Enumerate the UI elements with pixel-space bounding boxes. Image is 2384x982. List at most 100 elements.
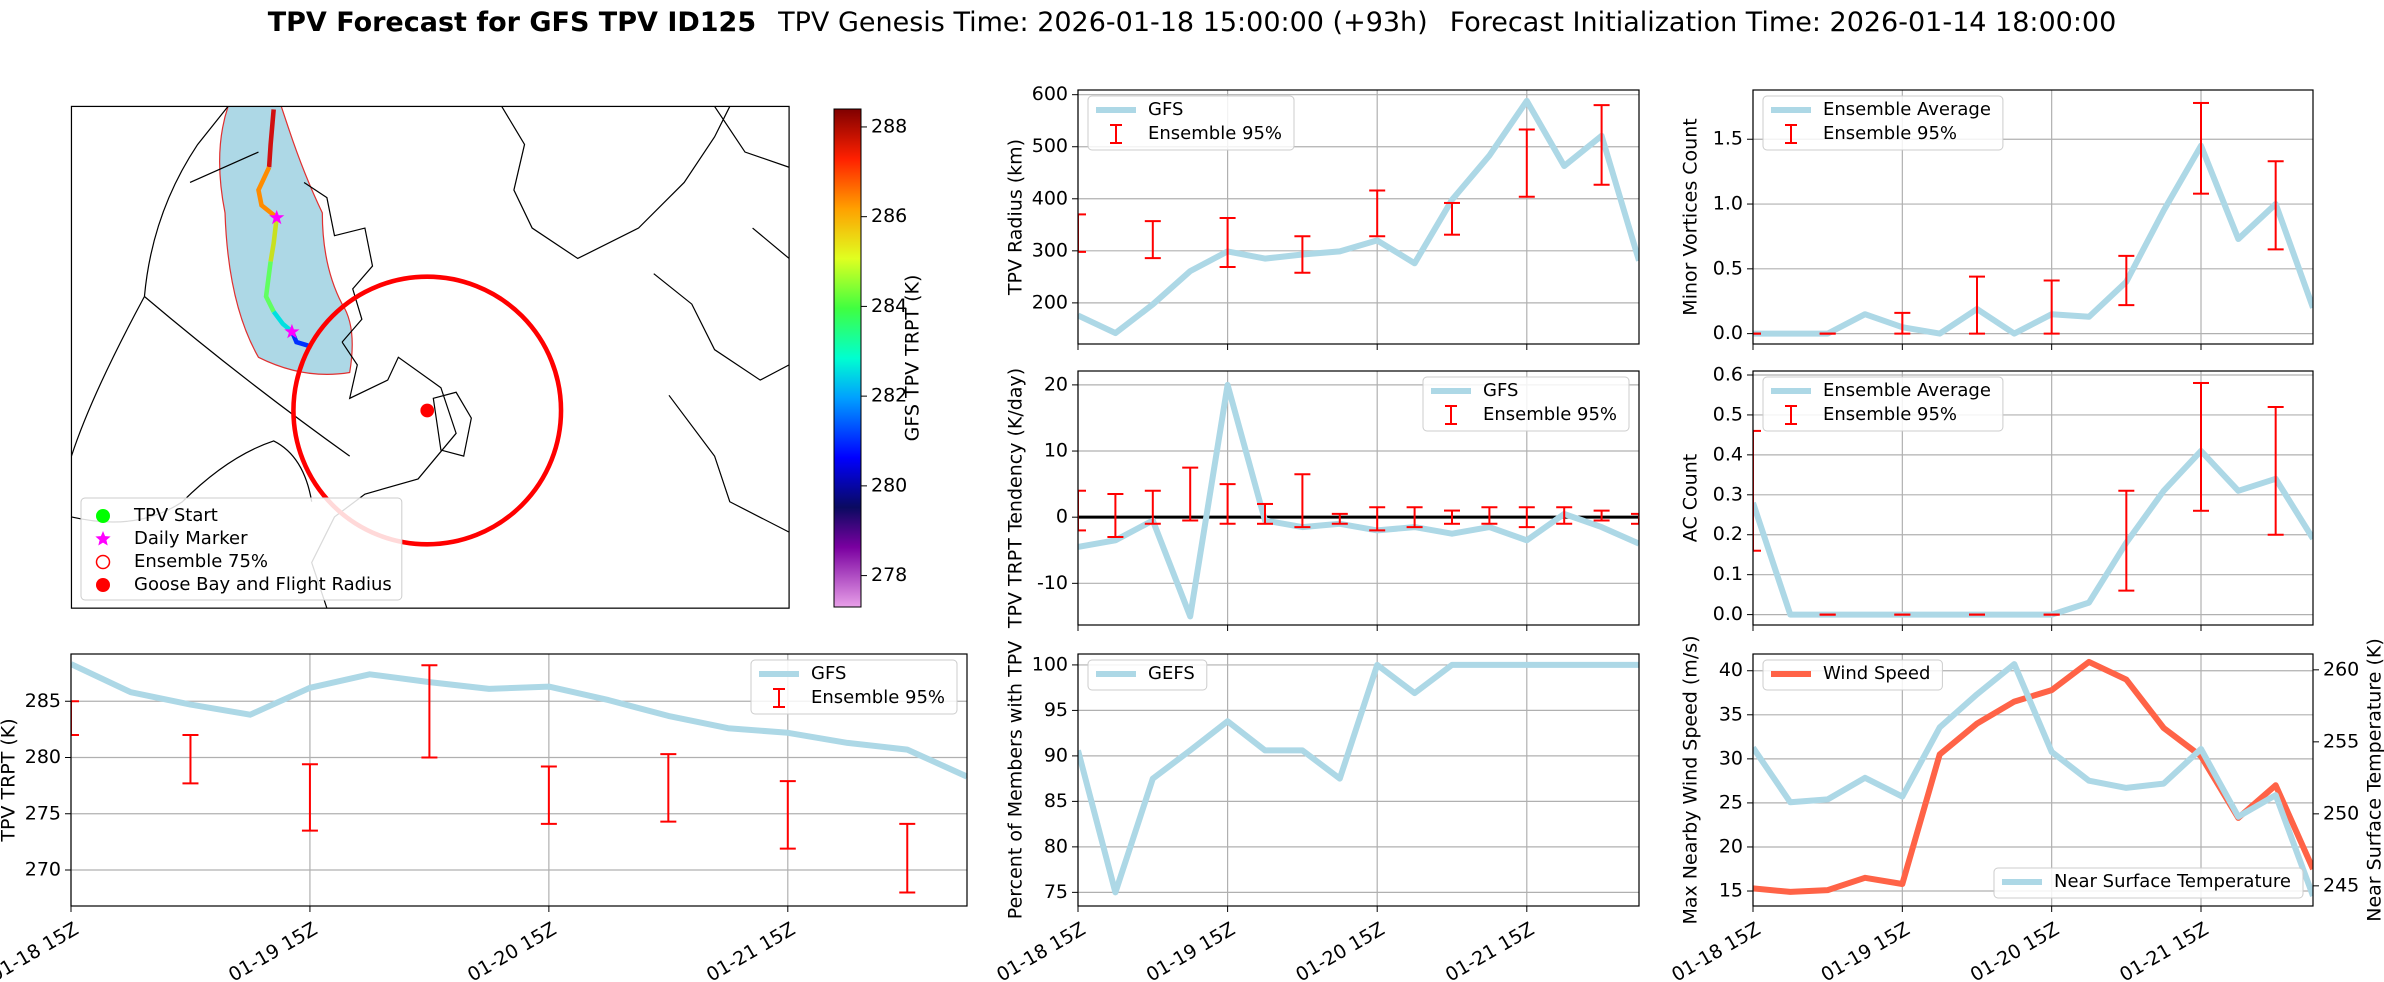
legend: Ensemble Average Ensemble 95% bbox=[1762, 95, 2004, 151]
legend-label: Ensemble 95% bbox=[1823, 123, 1957, 144]
plot-area bbox=[1753, 381, 2313, 618]
axes-frame bbox=[1752, 89, 2314, 345]
y-tick-label: 10 bbox=[1044, 440, 1068, 462]
legend-box bbox=[1087, 659, 1208, 691]
legend-box bbox=[1762, 376, 2004, 432]
track bbox=[271, 310, 294, 334]
legend-box bbox=[1762, 95, 2004, 151]
boundary bbox=[189, 151, 259, 184]
y-tick-label: 1.0 bbox=[1713, 193, 1743, 215]
legend-marker bbox=[96, 509, 110, 523]
legend-label: Ensemble 75% bbox=[134, 551, 268, 572]
map-frame bbox=[70, 105, 790, 609]
y-tick-label: 25 bbox=[1719, 791, 1743, 813]
coast bbox=[714, 106, 790, 259]
y-tick-label: 100 bbox=[1032, 653, 1068, 675]
legend-label: Ensemble 95% bbox=[811, 687, 945, 708]
title-main: TPV Forecast for GFS TPV ID125 bbox=[268, 7, 756, 38]
y2-tick-label: 250 bbox=[2323, 802, 2359, 824]
legend-symbol bbox=[1110, 124, 1122, 144]
y-tick-label: 20 bbox=[1719, 835, 1743, 857]
y-tick-label: 95 bbox=[1044, 699, 1068, 721]
plot-area bbox=[1753, 658, 2313, 897]
y-tick-label: 35 bbox=[1719, 703, 1743, 725]
legend-label: GFS bbox=[811, 663, 846, 684]
legend: Ensemble Average Ensemble 95% bbox=[1762, 376, 2004, 432]
plot-area bbox=[1753, 101, 2313, 337]
legend-label: TPV Start bbox=[133, 505, 218, 526]
legend-label: Ensemble 95% bbox=[1148, 123, 1282, 144]
series-line bbox=[1753, 447, 2313, 618]
daily-marker bbox=[269, 209, 285, 225]
legend-label: Goose Bay and Flight Radius bbox=[134, 574, 392, 595]
track bbox=[266, 109, 276, 168]
y-tick-label: 500 bbox=[1032, 135, 1068, 157]
coastlines bbox=[71, 106, 790, 609]
goose-bay bbox=[420, 403, 435, 418]
coast bbox=[653, 273, 790, 533]
y-axis-label: Percent of Members with TPV bbox=[1005, 641, 1027, 919]
legend-box bbox=[1087, 95, 1295, 151]
y-tick-label: 0.0 bbox=[1713, 322, 1743, 344]
series-line bbox=[1753, 142, 2313, 337]
axes-frame bbox=[1752, 653, 2314, 907]
y-tick-label: 300 bbox=[1032, 239, 1068, 261]
y2-tick-label: 245 bbox=[2323, 874, 2359, 896]
y-tick-label: 30 bbox=[1719, 747, 1743, 769]
y-axis-label: AC Count bbox=[1680, 454, 1702, 542]
legend-symbol bbox=[1785, 405, 1797, 425]
coast bbox=[303, 181, 374, 343]
y-tick-label: -10 bbox=[1037, 572, 1068, 594]
daily-marker bbox=[284, 323, 300, 339]
plot-area bbox=[71, 661, 967, 894]
track bbox=[256, 166, 279, 220]
plot-area bbox=[1078, 381, 1639, 620]
colorbar-tick-label: 280 bbox=[871, 474, 907, 496]
y2-axis-label: Near Surface Temperature (K) bbox=[2364, 638, 2384, 922]
colorbar-tick-label: 282 bbox=[871, 385, 907, 407]
legend-box bbox=[1993, 867, 2304, 899]
y-tick-label: 0 bbox=[1056, 506, 1068, 528]
y-tick-label: 0.2 bbox=[1713, 523, 1743, 545]
coast bbox=[432, 391, 472, 457]
legend-symbol bbox=[1445, 405, 1457, 425]
y-tick-label: 0.0 bbox=[1713, 603, 1743, 625]
y-tick-label: 0.3 bbox=[1713, 483, 1743, 505]
y-axis-label: TPV Radius (km) bbox=[1005, 139, 1027, 296]
series-line bbox=[71, 661, 967, 780]
legend-label: Ensemble 95% bbox=[1823, 404, 1957, 425]
y-axis-label: TPV TRPT (K) bbox=[0, 718, 20, 842]
legend-label: Ensemble Average bbox=[1823, 99, 1991, 120]
legend-box bbox=[1762, 659, 1943, 691]
legend-label: Ensemble 95% bbox=[1483, 404, 1617, 425]
legend-label: Daily Marker bbox=[134, 528, 248, 549]
y-tick-label: 15 bbox=[1719, 880, 1743, 902]
y-tick-label: 280 bbox=[25, 746, 61, 768]
legend-box bbox=[1422, 376, 1630, 432]
title-init: Forecast Initialization Time: 2026-01-14… bbox=[1450, 7, 2117, 38]
y-tick-label: 80 bbox=[1044, 835, 1068, 857]
track bbox=[268, 217, 279, 262]
colorbar-tick-label: 286 bbox=[871, 205, 907, 227]
colorbar-tick-label: 284 bbox=[871, 295, 907, 317]
y-tick-label: 75 bbox=[1044, 881, 1068, 903]
y-tick-label: 0.4 bbox=[1713, 443, 1743, 465]
y-tick-label: 1.5 bbox=[1713, 128, 1743, 150]
y-tick-label: 0.5 bbox=[1713, 403, 1743, 425]
y-axis-label: Max Nearby Wind Speed (m/s) bbox=[1680, 635, 1702, 924]
legend: GEFS bbox=[1087, 659, 1208, 691]
series-line bbox=[1078, 661, 1639, 896]
legend-label: GFS bbox=[1148, 99, 1183, 120]
legend-label: Ensemble Average bbox=[1823, 380, 1991, 401]
y-tick-label: 600 bbox=[1032, 83, 1068, 105]
y-tick-label: 90 bbox=[1044, 744, 1068, 766]
legend-marker bbox=[96, 578, 110, 592]
legend-marker bbox=[95, 531, 111, 546]
legend: GFS Ensemble 95% bbox=[750, 659, 958, 715]
series-line bbox=[1078, 97, 1639, 337]
colorbar-tick-label: 288 bbox=[871, 115, 907, 137]
legend-box bbox=[80, 497, 403, 601]
y-tick-label: 0.1 bbox=[1713, 563, 1743, 585]
y-axis-label: TPV TRPT Tendency (K/day) bbox=[1005, 368, 1027, 629]
flight-radius bbox=[291, 274, 564, 547]
